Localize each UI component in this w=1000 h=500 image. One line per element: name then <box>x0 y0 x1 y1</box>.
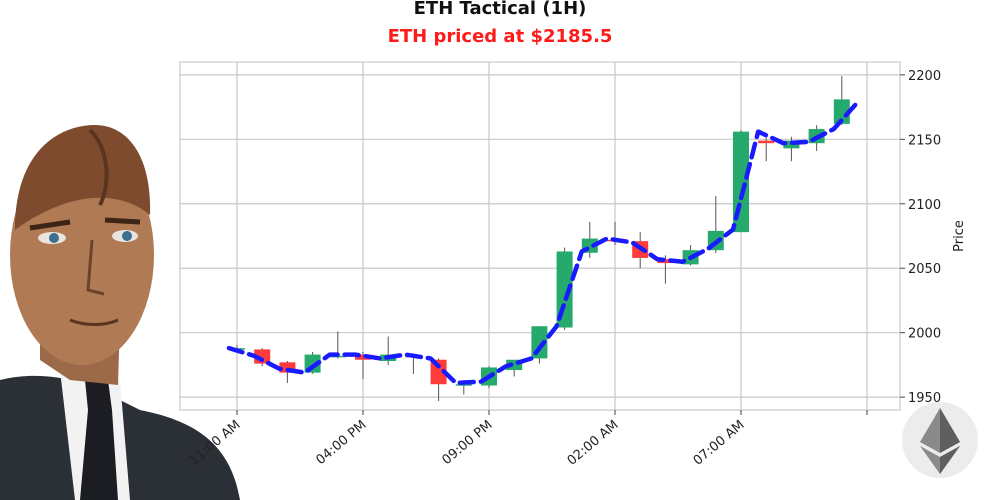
candle-body <box>355 354 371 360</box>
candle-body <box>657 259 674 264</box>
candle-body <box>455 384 472 386</box>
y-tick-label: 2000 <box>908 327 941 342</box>
x-tick-label: 11:00 AM <box>187 418 244 469</box>
y-tick-label: 2050 <box>908 262 941 277</box>
ethereum-logo-icon <box>902 402 978 478</box>
y-tick-label: 2100 <box>908 198 941 213</box>
candle-body <box>430 359 447 385</box>
x-tick-label: 02:00 AM <box>565 418 622 469</box>
avatar-head-crown <box>15 125 151 230</box>
x-tick-label: 07:00 AM <box>691 418 748 469</box>
x-tick-label: 09:00 PM <box>439 418 495 468</box>
y-tick-label: 2200 <box>908 69 941 84</box>
candle-body <box>833 99 850 124</box>
candle-body <box>506 359 523 371</box>
y-tick-label: 2150 <box>908 133 941 148</box>
trend-line <box>226 98 862 386</box>
y-tick-label: 1950 <box>908 391 941 406</box>
y-axis-label: Price <box>952 220 967 252</box>
avatar-tie <box>80 380 118 500</box>
avatar <box>0 125 240 500</box>
candle-body <box>279 362 296 373</box>
x-tick-label: 04:00 PM <box>313 418 369 468</box>
chart-subtitle: ETH priced at $2185.5 <box>387 26 613 47</box>
plot-frame <box>179 61 901 411</box>
chart-title: ETH Tactical (1H) <box>413 0 587 19</box>
candle-body <box>758 140 775 144</box>
